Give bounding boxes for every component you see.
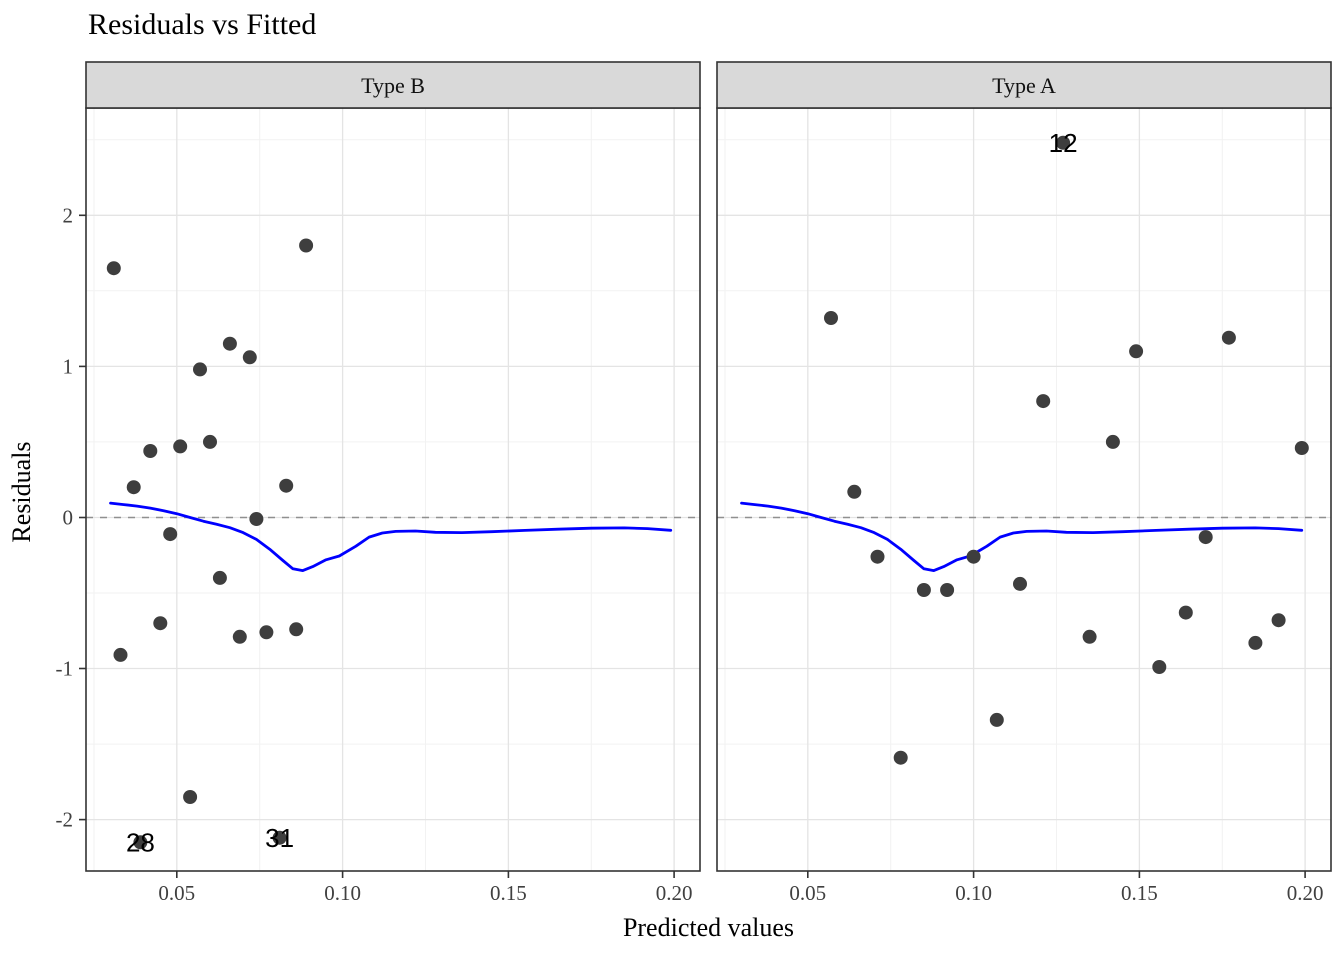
x-tick-label: 0.15 xyxy=(1121,881,1158,905)
data-point xyxy=(163,527,178,542)
data-point xyxy=(232,629,247,644)
x-tick-label: 0.05 xyxy=(158,881,195,905)
data-point xyxy=(272,830,287,845)
smooth-line xyxy=(740,501,1304,572)
data-point xyxy=(259,625,274,640)
data-point xyxy=(1294,441,1309,455)
x-tick-label: 0.05 xyxy=(789,881,826,905)
data-point xyxy=(893,750,908,765)
data-point xyxy=(133,835,148,850)
x-tick-label: 0.10 xyxy=(955,881,992,905)
data-point xyxy=(106,261,121,276)
y-tick-label: 0 xyxy=(63,506,74,530)
data-point xyxy=(299,238,314,253)
data-point xyxy=(1271,613,1286,628)
data-point xyxy=(183,790,198,804)
data-point xyxy=(1036,394,1051,409)
data-point xyxy=(1178,605,1193,620)
y-tick-label: 2 xyxy=(63,203,74,227)
facet-strip-label: Type B xyxy=(361,73,425,98)
facet-panel: 28 31 0.05 0.10 0.15 0.20 Type B xyxy=(85,61,701,905)
x-tick-label: 0.20 xyxy=(1287,881,1324,905)
y-tick-label: -1 xyxy=(56,657,74,681)
data-points xyxy=(106,238,314,850)
x-axis-title: Predicted values xyxy=(622,913,795,942)
data-point xyxy=(1082,629,1097,644)
data-point xyxy=(289,622,304,637)
y-axis-title: Residuals xyxy=(7,441,36,543)
facet-panel: 12 0.05 0.10 0.15 0.20 Type A xyxy=(716,61,1332,905)
data-point xyxy=(940,583,955,597)
data-point xyxy=(1056,135,1071,150)
point-label: 12 xyxy=(1049,128,1078,158)
data-point xyxy=(193,362,207,377)
data-point xyxy=(249,512,264,526)
data-point xyxy=(153,616,168,631)
grid-major xyxy=(717,108,1331,871)
data-point xyxy=(1152,660,1167,674)
data-point xyxy=(126,480,141,495)
data-point xyxy=(966,549,981,564)
grid-minor xyxy=(717,108,1331,871)
plot-title: Residuals vs Fitted xyxy=(88,8,317,41)
data-point xyxy=(824,311,838,325)
data-point xyxy=(1013,576,1027,591)
y-tick-label: 1 xyxy=(63,354,74,378)
point-label: 31 xyxy=(265,823,294,853)
data-point xyxy=(143,444,158,458)
data-point xyxy=(279,478,294,493)
facet-strip xyxy=(85,61,701,109)
data-point xyxy=(113,647,128,662)
point-label: 28 xyxy=(126,827,155,857)
data-point xyxy=(989,712,1004,727)
x-tick-label: 0.20 xyxy=(656,881,693,905)
data-point xyxy=(222,336,237,351)
x-axis-ticks: 0.05 0.10 0.15 0.20 xyxy=(789,871,1323,905)
data-point xyxy=(1105,434,1120,449)
data-point xyxy=(1248,635,1263,650)
y-axis-ticks: 2 1 0 -1 -2 xyxy=(56,203,86,832)
y-tick-label: -2 xyxy=(56,808,74,832)
data-point xyxy=(1129,344,1144,359)
panel-background xyxy=(86,108,700,871)
data-point xyxy=(1221,330,1236,345)
x-axis-ticks: 0.05 0.10 0.15 0.20 xyxy=(158,871,692,905)
panel-background xyxy=(717,108,1331,871)
data-point xyxy=(242,350,257,365)
data-point xyxy=(203,434,217,449)
data-points xyxy=(824,135,1309,765)
data-point xyxy=(916,583,931,597)
data-point xyxy=(847,484,862,499)
x-tick-label: 0.15 xyxy=(490,881,527,905)
data-point xyxy=(212,570,227,585)
smooth-line xyxy=(109,501,673,572)
facet-strip-label: Type A xyxy=(992,73,1056,98)
data-point xyxy=(173,439,188,454)
data-point xyxy=(1198,530,1213,545)
x-tick-label: 0.10 xyxy=(324,881,361,905)
grid-minor xyxy=(86,108,700,871)
data-point xyxy=(870,549,885,564)
facet-strip xyxy=(716,61,1332,109)
